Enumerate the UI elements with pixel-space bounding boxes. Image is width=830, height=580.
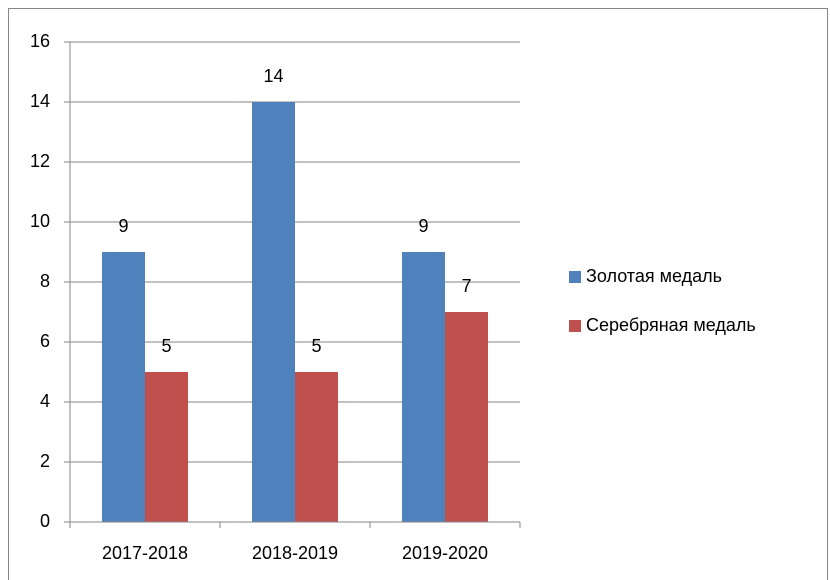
bar [102,252,145,522]
bar [402,252,445,522]
bar [445,312,488,522]
legend-swatch [569,271,581,283]
bar [295,372,338,522]
y-tick-label: 0 [40,511,50,531]
x-tick-label: 2018-2019 [252,543,338,563]
data-label: 5 [161,336,171,356]
data-label: 5 [311,336,321,356]
data-label: 14 [263,66,283,86]
data-label: 9 [118,216,128,236]
x-tick-label: 2017-2018 [102,543,188,563]
y-tick-label: 16 [30,31,50,51]
y-tick-label: 8 [40,271,50,291]
data-label: 7 [461,276,471,296]
y-tick-label: 4 [40,391,50,411]
y-tick-label: 2 [40,451,50,471]
y-tick-label: 10 [30,211,50,231]
legend-label: Серебряная медаль [586,315,756,335]
y-tick-label: 14 [30,91,50,111]
legend-swatch [569,320,581,332]
y-tick-label: 6 [40,331,50,351]
x-tick-label: 2019-2020 [402,543,488,563]
data-label: 9 [418,216,428,236]
bar [145,372,188,522]
legend-label: Золотая медаль [586,266,722,286]
bar [252,102,295,522]
y-tick-label: 12 [30,151,50,171]
